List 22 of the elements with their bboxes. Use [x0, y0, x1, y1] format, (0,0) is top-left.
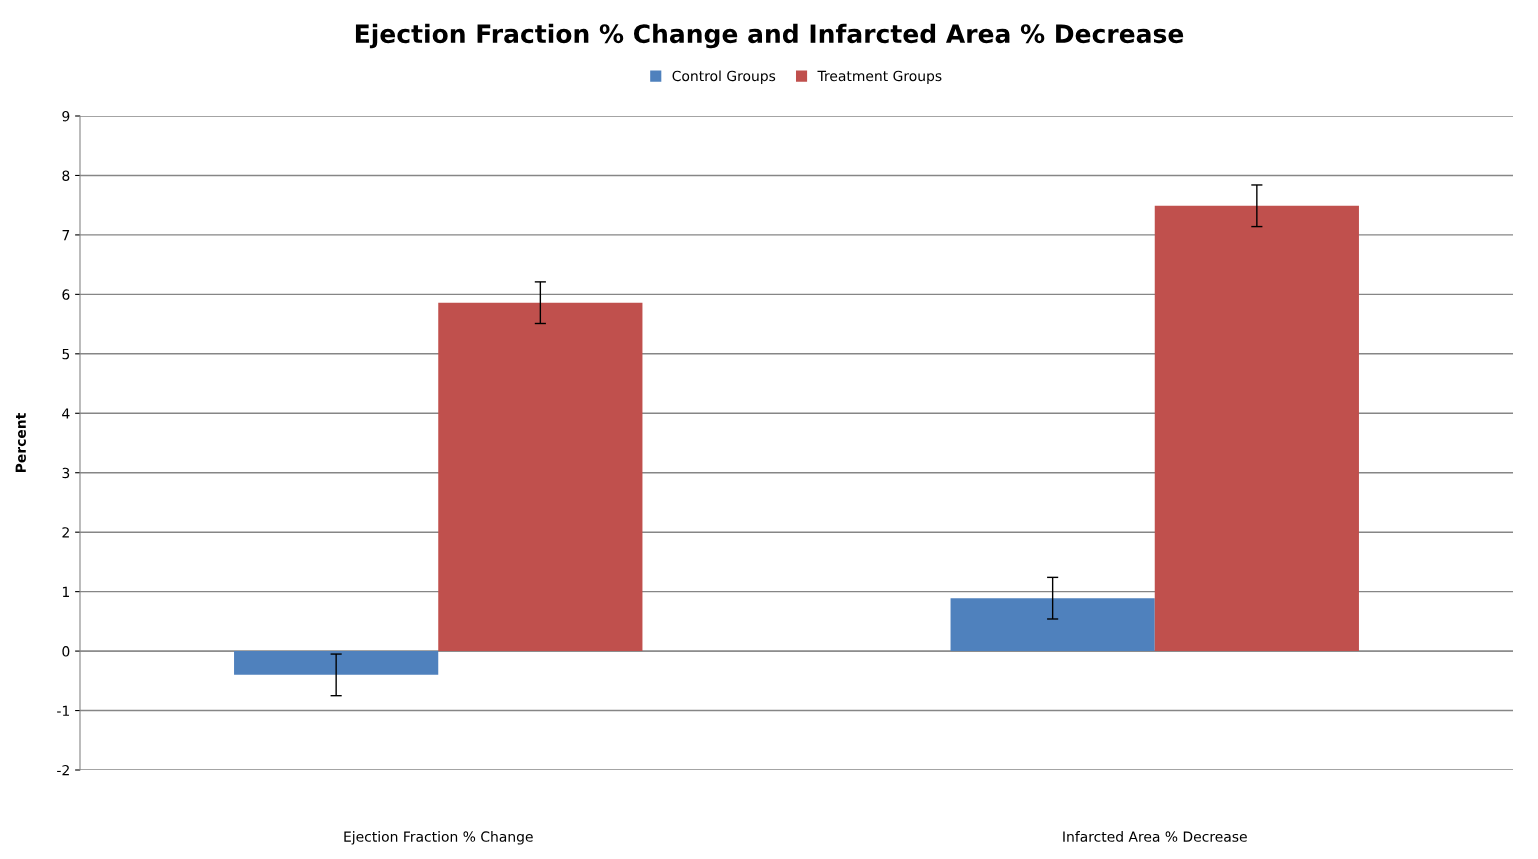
y-tick-label: 1	[62, 586, 69, 597]
y-tick-label: 5	[62, 348, 70, 360]
y-tick-label: 2	[62, 527, 69, 538]
chart-title: Ejection Fraction % Change and Infarcted Area % Decrease	[355, 23, 1184, 49]
y-tick-label: 7	[62, 230, 70, 241]
bar	[234, 651, 439, 675]
y-axis-title: Percent	[15, 413, 26, 473]
y-tick-label: 4	[62, 408, 70, 419]
legend-label: Treatment Groups	[817, 70, 942, 84]
y-tick-label: 8	[62, 170, 70, 181]
y-tick-label: 0	[62, 646, 70, 657]
y-tick-label: -1	[57, 705, 69, 716]
bar	[950, 598, 1155, 652]
y-tick-label: 9	[62, 110, 70, 122]
x-tick-label: Infarcted Area % Decrease	[1063, 831, 1247, 842]
x-tick-label: Ejection Fraction % Change	[344, 831, 533, 845]
y-tick-label: 3	[62, 467, 70, 479]
legend-label: Control Groups	[672, 70, 776, 84]
bar	[1154, 205, 1359, 652]
bar	[438, 302, 643, 652]
y-tick-label: -2	[57, 764, 69, 776]
y-tick-label: 6	[62, 289, 70, 300]
